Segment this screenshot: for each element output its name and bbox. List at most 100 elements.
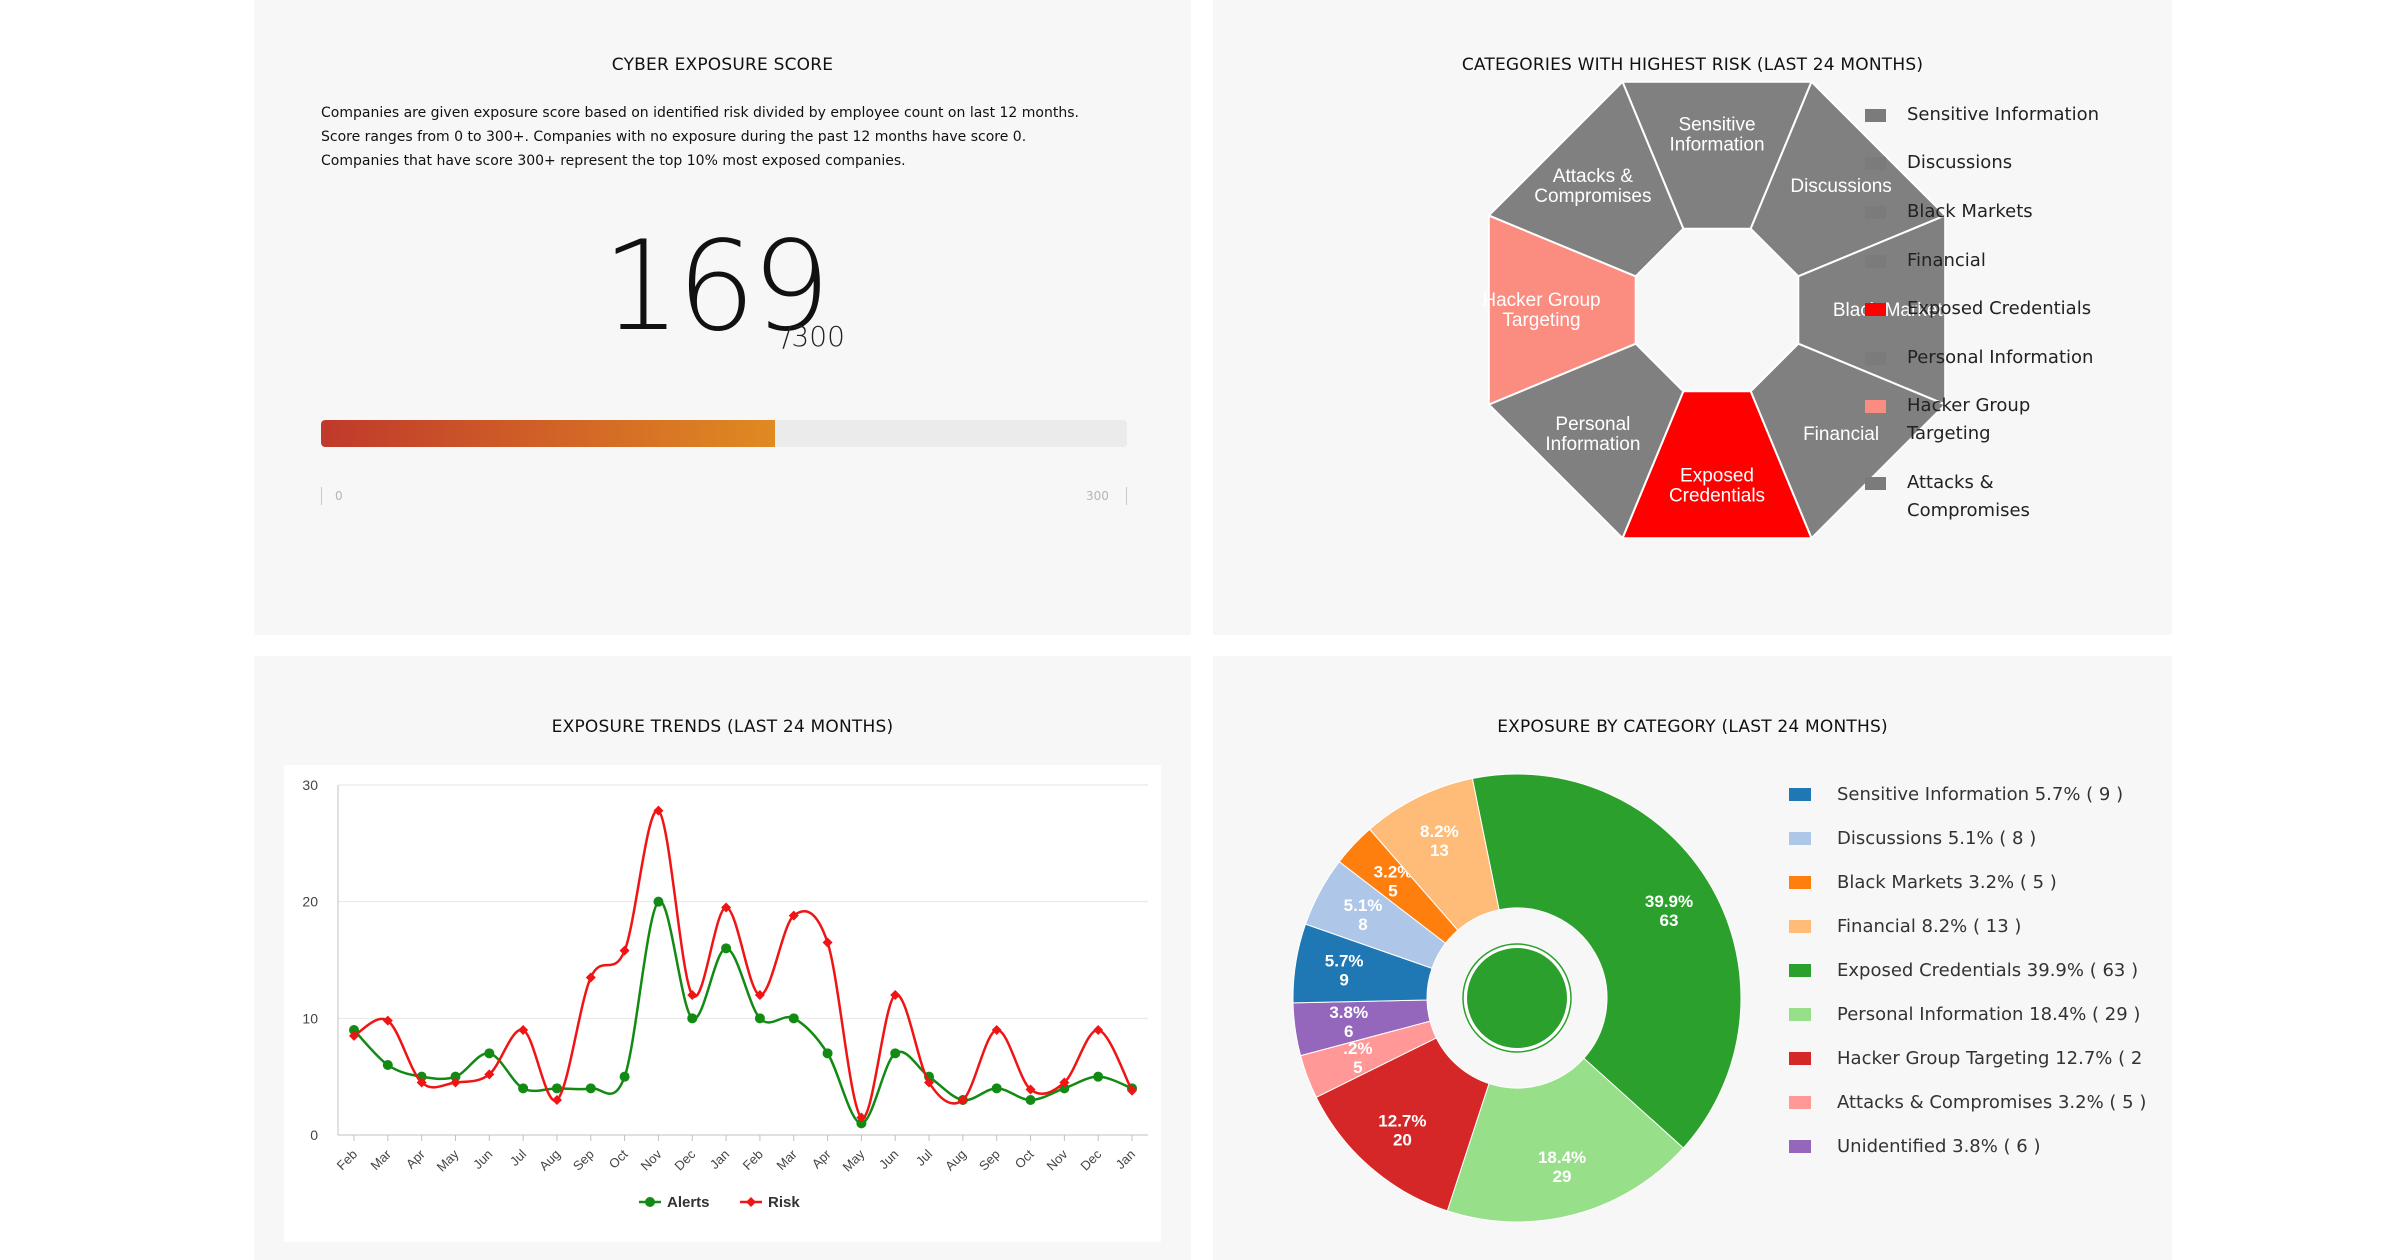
scale-tick bbox=[1126, 487, 1127, 505]
donut-slice bbox=[1368, 777, 1500, 931]
x-tick-label: Feb bbox=[740, 1147, 766, 1173]
risk-point bbox=[957, 1095, 968, 1105]
octagon-segment bbox=[1487, 80, 1685, 278]
legend-swatch bbox=[1865, 255, 1886, 268]
legend-item: Discussions bbox=[1865, 152, 2012, 177]
x-tick-label: Jan bbox=[1113, 1147, 1138, 1172]
exposure-by-category-panel: EXPOSURE BY CATEGORY (LAST 24 MONTHS) 39… bbox=[1213, 656, 2172, 1260]
risk-point bbox=[653, 805, 664, 816]
chart-legend-label: Risk bbox=[768, 1194, 800, 1211]
category-legend-item[interactable]: Unidentified 3.8% ( 6 ) bbox=[1789, 1136, 2041, 1157]
y-tick-label: 20 bbox=[302, 894, 318, 910]
legend-item: Attacks & Compromises bbox=[1865, 472, 2030, 525]
donut-slice-label: .2% 5 bbox=[1343, 1039, 1372, 1077]
legend-item: Sensitive Information bbox=[1865, 104, 2099, 129]
legend-swatch bbox=[1789, 1140, 1811, 1153]
legend-label: Attacks & Compromises 3.2% ( 5 ) bbox=[1837, 1092, 2147, 1113]
risk-point bbox=[924, 1077, 935, 1088]
donut-slice-label: 8.2% 13 bbox=[1420, 822, 1459, 860]
octagon-segment-label: Discussions bbox=[1790, 176, 1891, 197]
risk-point bbox=[856, 1112, 867, 1123]
category-legend-item[interactable]: Discussions 5.1% ( 8 ) bbox=[1789, 828, 2036, 849]
legend-item: Personal Information bbox=[1865, 347, 2093, 372]
donut-slice bbox=[1471, 773, 1742, 1149]
x-tick-label: May bbox=[840, 1146, 868, 1174]
octagon-segment-label: Sensitive Information bbox=[1669, 115, 1764, 156]
x-tick-label: Sep bbox=[570, 1147, 597, 1174]
legend-item: Financial bbox=[1865, 250, 1986, 275]
legend-label: Discussions bbox=[1907, 152, 2013, 173]
x-tick-label: Dec bbox=[671, 1146, 698, 1173]
legend-swatch bbox=[1865, 157, 1886, 170]
risk-point bbox=[1025, 1084, 1036, 1095]
donut-slice-label: 5.7% 9 bbox=[1325, 952, 1364, 990]
description-line: Companies are given exposure score based… bbox=[321, 105, 1079, 121]
risk-point bbox=[822, 937, 833, 948]
alerts-point bbox=[721, 943, 732, 954]
octagon-segment-label: Personal Information bbox=[1545, 414, 1640, 455]
donut-slice-label: 18.4% 29 bbox=[1538, 1148, 1586, 1186]
legend-swatch bbox=[1865, 109, 1886, 122]
category-legend-item[interactable]: Financial 8.2% ( 13 ) bbox=[1789, 916, 2021, 937]
donut-slice-label: 12.7% 20 bbox=[1378, 1111, 1426, 1149]
y-tick-label: 10 bbox=[302, 1010, 318, 1026]
legend-swatch bbox=[1789, 832, 1811, 845]
x-tick-label: Aug bbox=[942, 1147, 969, 1174]
x-tick-label: Feb bbox=[334, 1147, 360, 1173]
score-progress-fill bbox=[321, 420, 776, 447]
category-legend-item[interactable]: Sensitive Information 5.7% ( 9 ) bbox=[1789, 784, 2123, 805]
octagon-segment-label: Financial bbox=[1803, 424, 1879, 445]
exposure-trends-panel: EXPOSURE TRENDS (LAST 24 MONTHS) 0 10 20 30… bbox=[254, 656, 1191, 1260]
legend-item: Black Markets bbox=[1865, 201, 2033, 226]
x-tick-label: Apr bbox=[403, 1146, 428, 1171]
scale-min-label: 0 bbox=[335, 489, 343, 503]
alerts-point bbox=[856, 1118, 867, 1129]
legend-label: Financial bbox=[1907, 250, 1986, 271]
chart-legend-item[interactable]: Risk bbox=[740, 1194, 800, 1211]
panel-title: CYBER EXPOSURE SCORE bbox=[611, 55, 834, 75]
risk-point bbox=[1059, 1077, 1070, 1088]
category-legend-item[interactable]: Black Markets 3.2% ( 5 ) bbox=[1789, 872, 2057, 893]
legend-swatch bbox=[1789, 964, 1811, 977]
legend-swatch bbox=[1789, 1052, 1811, 1065]
risk-point bbox=[585, 972, 596, 983]
alerts-point bbox=[653, 896, 664, 907]
legend-label: Attacks & Compromises bbox=[1907, 472, 2030, 521]
donut-slice-label: 3.8% 6 bbox=[1329, 1003, 1368, 1041]
alerts-point bbox=[754, 1013, 765, 1024]
x-tick-label: Dec bbox=[1077, 1146, 1104, 1173]
alerts-point bbox=[991, 1083, 1002, 1094]
panel-title: EXPOSURE TRENDS (LAST 24 MONTHS) bbox=[551, 717, 894, 737]
risk-point bbox=[484, 1069, 495, 1080]
legend-swatch bbox=[1865, 477, 1886, 490]
legend-swatch bbox=[1789, 1008, 1811, 1021]
risk-point bbox=[518, 1025, 529, 1035]
category-legend-item[interactable]: Attacks & Compromises 3.2% ( 5 ) bbox=[1789, 1092, 2146, 1113]
x-tick-label: Jul bbox=[913, 1146, 935, 1168]
risk-point bbox=[450, 1077, 461, 1088]
category-legend-item[interactable]: Hacker Group Targeting 12.7% ( 2 bbox=[1789, 1048, 2142, 1069]
x-tick-label: Mar bbox=[368, 1146, 395, 1173]
alerts-point bbox=[551, 1083, 562, 1094]
alerts-point bbox=[687, 1013, 698, 1024]
legend-item: Exposed Credentials bbox=[1865, 298, 2091, 323]
category-legend-item[interactable]: Exposed Credentials 39.9% ( 63 ) bbox=[1789, 960, 2138, 981]
legend-swatch bbox=[1789, 788, 1811, 801]
chart-legend-item[interactable]: Alerts bbox=[639, 1194, 710, 1211]
legend-label: Discussions 5.1% ( 8 ) bbox=[1837, 828, 2037, 849]
legend-swatch bbox=[1789, 1096, 1811, 1109]
description-line: Score ranges from 0 to 300+. Companies w… bbox=[321, 129, 1027, 145]
alerts-series-line bbox=[353, 900, 1133, 1125]
risk-point bbox=[721, 902, 732, 913]
y-tick-label: 0 bbox=[310, 1127, 318, 1143]
legend-label: Sensitive Information 5.7% ( 9 ) bbox=[1837, 784, 2124, 805]
legend-label: Financial 8.2% ( 13 ) bbox=[1837, 916, 2022, 937]
highest-risk-panel: CATEGORIES WITH HIGHEST RISK (LAST 24 MO… bbox=[1213, 0, 2172, 635]
x-tick-label: Sep bbox=[976, 1147, 1003, 1174]
category-legend-item[interactable]: Personal Information 18.4% ( 29 ) bbox=[1789, 1004, 2140, 1025]
legend-label: Exposed Credentials 39.9% ( 63 ) bbox=[1837, 960, 2139, 981]
octagon-segment-label: Exposed Credentials bbox=[1669, 466, 1765, 507]
cyber-exposure-score-panel: CYBER EXPOSURE SCORE Companies are given… bbox=[254, 0, 1191, 635]
x-tick-label: Nov bbox=[1044, 1146, 1071, 1173]
risk-series-line bbox=[353, 809, 1134, 1119]
